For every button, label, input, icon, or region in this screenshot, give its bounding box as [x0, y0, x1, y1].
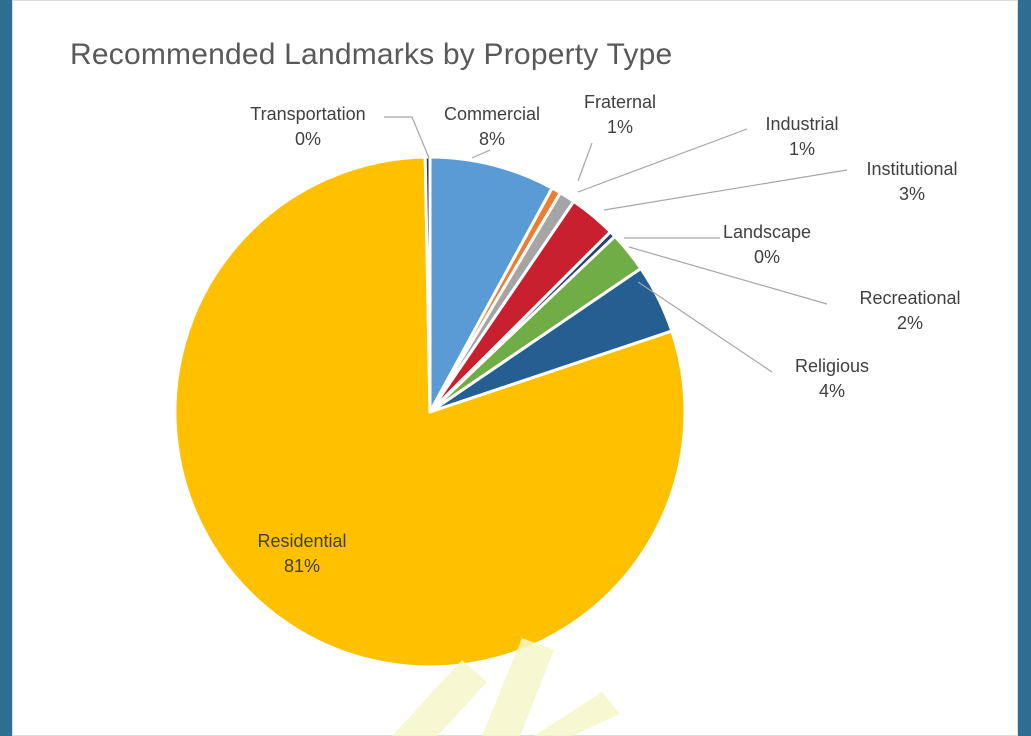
slice-value-fraternal: 1%	[607, 117, 633, 137]
chart-card: Recommended Landmarks by Property Type C…	[12, 0, 1018, 736]
slice-value-institutional: 3%	[899, 184, 925, 204]
slice-label-fraternal: Fraternal	[584, 92, 656, 112]
slice-label-commercial: Commercial	[444, 104, 540, 124]
slice-value-transportation: 0%	[295, 129, 321, 149]
slice-label-industrial: Industrial	[765, 114, 838, 134]
chart-title: Recommended Landmarks by Property Type	[70, 38, 673, 71]
slice-label-transportation: Transportation	[250, 104, 365, 124]
slice-label-residential: Residential	[257, 531, 346, 551]
slice-label-religious: Religious	[795, 356, 869, 376]
leader-line-fraternal	[577, 142, 593, 182]
leader-line-transportation	[384, 116, 430, 159]
pie-slice-commercial	[428, 155, 554, 414]
slice-value-religious: 4%	[819, 381, 845, 401]
slice-label-institutional: Institutional	[866, 159, 957, 179]
slice-value-industrial: 1%	[789, 139, 815, 159]
leader-line-institutional	[603, 169, 848, 211]
pie-slice-transportation	[423, 155, 432, 414]
slice-value-commercial: 8%	[479, 129, 505, 149]
leader-line-industrial	[577, 128, 748, 193]
slice-label-landscape: Landscape	[723, 222, 811, 242]
slice-value-residential: 81%	[284, 556, 320, 576]
slice-value-landscape: 0%	[754, 247, 780, 267]
leader-line-religious	[637, 281, 773, 373]
slice-label-recreational: Recreational	[859, 288, 960, 308]
slice-value-recreational: 2%	[897, 313, 923, 333]
pie-chart: Commercial 8% Fraternal 1% Industrial 1% Insti…	[173, 92, 961, 669]
leader-line-commercial	[471, 149, 491, 159]
leader-line-recreational	[628, 246, 828, 305]
